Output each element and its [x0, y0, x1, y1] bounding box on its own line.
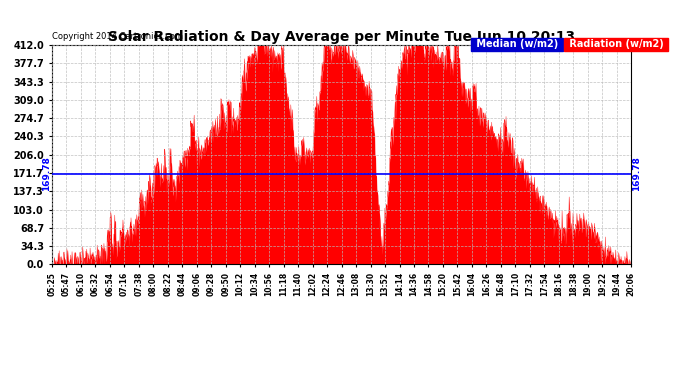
Text: Copyright 2014 Cartronics.com: Copyright 2014 Cartronics.com	[52, 32, 183, 41]
Text: 169.78: 169.78	[632, 156, 641, 191]
Title: Solar Radiation & Day Average per Minute Tue Jun 10 20:13: Solar Radiation & Day Average per Minute…	[108, 30, 575, 44]
Text: Median (w/m2): Median (w/m2)	[473, 39, 561, 50]
Text: Radiation (w/m2): Radiation (w/m2)	[566, 39, 667, 50]
Text: 169.78: 169.78	[42, 156, 51, 191]
